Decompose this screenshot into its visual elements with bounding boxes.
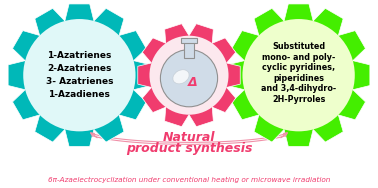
Text: product synthesis: product synthesis (126, 142, 252, 155)
Bar (184, 42, 194, 58)
Bar (181, 38, 197, 43)
Text: mono- and poly-: mono- and poly- (262, 53, 335, 62)
Text: Substituted: Substituted (272, 42, 325, 52)
Text: 6π-Azaelectrocyclization under conventional heating or microwave irradiation: 6π-Azaelectrocyclization under conventio… (48, 177, 330, 183)
Polygon shape (227, 4, 370, 146)
Circle shape (242, 19, 355, 131)
Text: 1-Azatrienes: 1-Azatrienes (47, 51, 112, 60)
Text: 2H-Pyrroles: 2H-Pyrroles (272, 95, 325, 104)
Text: 1-Azadienes: 1-Azadienes (48, 90, 110, 99)
Circle shape (23, 19, 136, 131)
Ellipse shape (173, 70, 189, 84)
Circle shape (160, 50, 218, 107)
Text: and 3,4-dihydro-: and 3,4-dihydro- (261, 84, 336, 93)
Text: 3- Azatrienes: 3- Azatrienes (46, 77, 113, 86)
Text: Δ: Δ (188, 76, 198, 89)
Polygon shape (8, 4, 151, 146)
Text: Natural: Natural (163, 131, 215, 144)
Text: piperidines: piperidines (273, 74, 324, 83)
Text: cyclic pyridines,: cyclic pyridines, (262, 63, 335, 72)
Text: 2-Azatrienes: 2-Azatrienes (47, 64, 112, 73)
Circle shape (149, 36, 229, 115)
Polygon shape (138, 24, 240, 127)
